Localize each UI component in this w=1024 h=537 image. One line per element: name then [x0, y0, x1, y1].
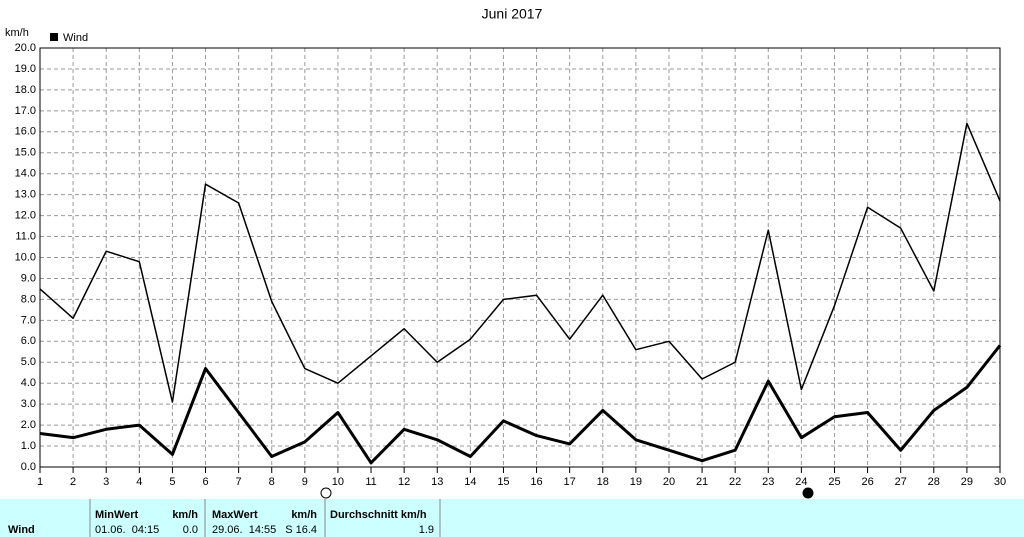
x-tick-label: 18	[597, 476, 609, 488]
table: Wind MinWert km/h 01.06. 04:15 0.0 MaxWe…	[0, 499, 1024, 537]
y-axis-label: km/h	[5, 27, 29, 39]
x-tick-label: 16	[530, 476, 542, 488]
x-tick-label: 10	[332, 476, 344, 488]
x-tick-label: 8	[269, 476, 275, 488]
column-header: MaxWert	[212, 509, 258, 521]
cell-value: 0.0	[183, 524, 198, 536]
y-tick-label: 6.0	[21, 335, 36, 347]
y-tick-label: 9.0	[21, 272, 36, 284]
y-tick-label: 5.0	[21, 356, 36, 368]
y-tick-label: 7.0	[21, 314, 36, 326]
cell-value: S 16.4	[285, 524, 317, 536]
grid	[39, 47, 1001, 468]
x-tick-label: 2	[70, 476, 76, 488]
y-tick-label: 19.0	[15, 63, 36, 75]
x-tick-label: 27	[895, 476, 907, 488]
column-unit: km/h	[172, 509, 198, 521]
x-tick-label: 24	[795, 476, 807, 488]
legend-label: Wind	[63, 32, 88, 44]
x-tick-label: 29	[961, 476, 973, 488]
x-tick-label: 20	[663, 476, 675, 488]
x-tick-label: 14	[464, 476, 476, 488]
series-line	[39, 122, 1001, 403]
cell-value: 1.9	[419, 524, 434, 536]
y-tick-label: 3.0	[21, 398, 36, 410]
y-tick-label: 20.0	[15, 42, 36, 54]
series-line	[39, 344, 1002, 465]
moon-icon	[802, 487, 814, 499]
y-tick-label: 13.0	[15, 189, 36, 201]
x-tick-label: 19	[630, 476, 642, 488]
y-tick-label: 16.0	[15, 126, 36, 138]
cell-time: 29.06. 14:55	[212, 524, 276, 536]
column-unit: km/h	[291, 509, 317, 521]
x-tick-label: 7	[236, 476, 242, 488]
x-tick-label: 21	[696, 476, 708, 488]
y-tick-label: 0.0	[21, 461, 36, 473]
x-tick-label: 23	[762, 476, 774, 488]
x-tick-label: 6	[202, 476, 208, 488]
x-tick-label: 25	[828, 476, 840, 488]
x-tick-label: 26	[861, 476, 873, 488]
y-tick-label: 12.0	[15, 210, 36, 222]
y-tick-label: 11.0	[15, 230, 36, 242]
plot-frame	[39, 47, 1001, 468]
legend-swatch	[50, 33, 58, 41]
y-tick-label: 2.0	[21, 419, 36, 431]
y-tick-label: 1.0	[21, 440, 36, 452]
y-tick-label: 18.0	[15, 84, 36, 96]
x-tick-label: 17	[564, 476, 576, 488]
cell-time: 01.06. 04:15	[95, 524, 159, 536]
column-header: Durchschnitt km/h	[330, 509, 427, 521]
x-tick-label: 22	[729, 476, 741, 488]
moon-icon	[320, 487, 332, 499]
y-tick-label: 8.0	[21, 293, 36, 305]
y-tick-label: 10.0	[15, 251, 36, 263]
x-tick-label: 12	[398, 476, 410, 488]
x-tick-label: 30	[994, 476, 1006, 488]
x-tick-label: 9	[302, 476, 308, 488]
x-tick-label: 11	[365, 476, 376, 488]
x-tick-label: 15	[497, 476, 509, 488]
y-tick-label: 15.0	[15, 147, 36, 159]
y-tick-label: 4.0	[21, 377, 36, 389]
x-tick-label: 4	[136, 476, 142, 488]
x-tick-label: 1	[37, 476, 43, 488]
table-background	[0, 499, 1024, 537]
x-tick-label: 5	[169, 476, 175, 488]
column-header: MinWert	[95, 509, 139, 521]
y-tick-label: 14.0	[15, 168, 36, 180]
x-tick-label: 3	[103, 476, 109, 488]
x-tick-label: 13	[431, 476, 443, 488]
row-label: Wind	[8, 524, 35, 536]
chart-title: Juni 2017	[482, 6, 543, 22]
x-tick-label: 28	[928, 476, 940, 488]
y-tick-label: 17.0	[15, 105, 36, 117]
